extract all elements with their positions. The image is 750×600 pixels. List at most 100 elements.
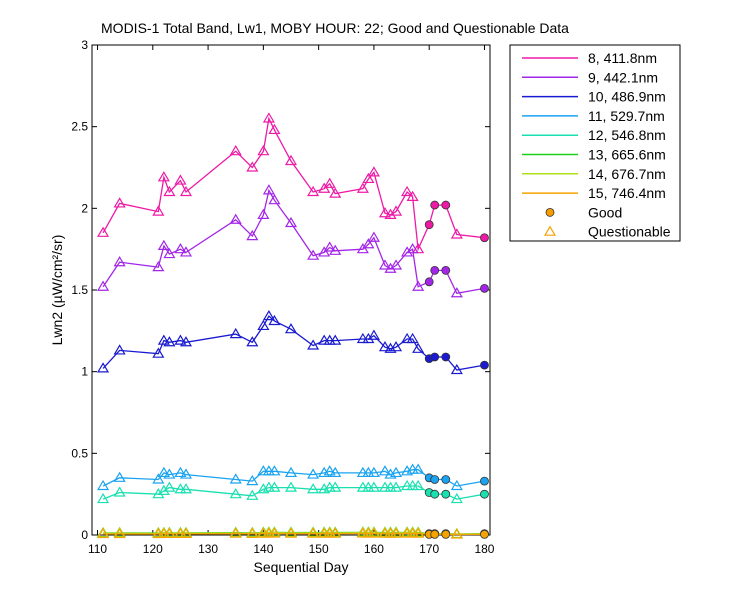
questionable-point — [179, 185, 193, 197]
questionable-point — [163, 468, 176, 479]
legend-good-marker — [545, 207, 555, 217]
good-point — [480, 360, 489, 370]
plot-area: 110 120 130 140 150 160 170 180 0 0.5 1 1.5 2 2.5 3 — [71, 38, 494, 556]
y-axis: 0 0.5 1 1.5 2 2.5 3 — [71, 38, 490, 542]
plot-frame — [91, 44, 491, 536]
questionable-point — [113, 344, 126, 355]
questionable-point — [356, 242, 369, 254]
questionable-point — [163, 481, 176, 492]
legend-label: 13, 665.6nm — [588, 147, 666, 163]
questionable-point — [268, 527, 281, 538]
good-point — [441, 265, 451, 275]
questionable-point — [367, 329, 380, 340]
questionable-point — [97, 492, 110, 504]
legend-label: 10, 486.9nm — [588, 89, 666, 105]
questionable-point — [384, 208, 397, 219]
questionable-point — [284, 154, 298, 166]
questionable-point — [97, 527, 110, 539]
questionable-point — [229, 487, 242, 499]
questionable-point — [367, 481, 380, 492]
good-point — [430, 265, 440, 275]
good-point — [430, 489, 440, 499]
questionable-point — [179, 336, 193, 347]
questionable-point — [163, 247, 176, 259]
questionable-point — [97, 280, 110, 291]
series-8 — [97, 527, 489, 539]
questionable-point — [268, 481, 281, 492]
good-point — [480, 233, 489, 243]
good-point — [480, 489, 489, 499]
questionable-point — [163, 185, 176, 197]
legend: 8, 411.8nm 9, 442.1nm 10, 486.9nm 11, 529.7… — [509, 44, 681, 242]
series-line — [102, 116, 485, 252]
questionable-point — [229, 327, 242, 339]
questionable-point — [174, 242, 187, 254]
x-tick-label: 130 — [198, 542, 218, 556]
questionable-point — [412, 342, 425, 353]
questionable-point — [262, 309, 275, 321]
questionable-point — [450, 228, 463, 239]
questionable-point — [323, 241, 336, 252]
x-tick-label: 120 — [143, 542, 163, 556]
questionable-point — [246, 161, 259, 172]
series-2 — [97, 184, 489, 298]
questionable-point — [246, 336, 259, 347]
questionable-point — [229, 527, 242, 538]
questionable-point — [329, 466, 342, 478]
questionable-point — [450, 363, 463, 375]
questionable-point — [97, 362, 110, 373]
questionable-point — [157, 239, 170, 250]
good-point — [424, 277, 434, 287]
questionable-point — [318, 246, 331, 257]
questionable-point — [157, 484, 170, 495]
questionable-point — [384, 262, 397, 273]
questionable-point — [329, 334, 342, 345]
series-3 — [97, 309, 489, 375]
questionable-point — [152, 205, 165, 216]
questionable-point — [329, 187, 342, 198]
legend-label: 14, 676.7nm — [588, 166, 666, 182]
questionable-point — [389, 259, 403, 270]
questionable-point — [307, 527, 320, 538]
good-point — [480, 529, 489, 539]
series-line — [102, 469, 485, 487]
y-tick-label: 2 — [81, 201, 88, 215]
good-point — [430, 352, 440, 362]
questionable-point — [229, 213, 242, 224]
questionable-point — [113, 256, 126, 267]
questionable-point — [152, 473, 165, 484]
questionable-point — [329, 481, 342, 492]
legend-label: Good — [588, 204, 622, 220]
questionable-point — [378, 207, 392, 218]
questionable-point — [450, 528, 463, 539]
questionable-point — [113, 486, 126, 497]
questionable-point — [179, 483, 193, 494]
legend-questionable-marker — [543, 225, 557, 236]
questionable-point — [174, 466, 187, 478]
questionable-point — [362, 332, 375, 344]
questionable-point — [307, 185, 320, 197]
series-4 — [97, 463, 489, 491]
questionable-point — [412, 479, 425, 491]
questionable-point — [389, 481, 403, 492]
questionable-point — [389, 340, 403, 352]
y-axis-label: Lwn2 (µW/cm²/sr) — [49, 235, 65, 346]
y-tick-label: 3 — [81, 38, 88, 52]
questionable-point — [268, 193, 281, 205]
questionable-point — [246, 527, 259, 538]
y-tick-label: 0 — [81, 528, 88, 542]
y-tick-label: 0.5 — [71, 446, 88, 460]
series-5 — [97, 479, 489, 504]
good-point — [424, 220, 434, 230]
questionable-point — [268, 314, 281, 326]
questionable-point — [307, 483, 320, 494]
questionable-point — [450, 479, 463, 491]
questionable-point — [367, 527, 380, 538]
good-point — [430, 475, 440, 484]
questionable-point — [329, 244, 342, 255]
questionable-point — [257, 208, 270, 219]
questionable-point — [157, 466, 170, 478]
questionable-point — [246, 489, 259, 500]
legend-label: 11, 529.7nm — [588, 108, 665, 124]
